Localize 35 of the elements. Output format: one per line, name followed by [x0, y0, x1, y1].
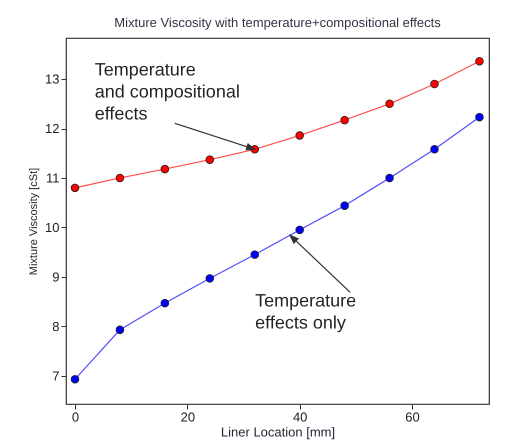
point: [430, 145, 439, 154]
point: [385, 174, 394, 182]
point: [206, 155, 214, 164]
point: [295, 226, 304, 234]
point: [70, 184, 80, 192]
y-tick-label: 8: [52, 318, 60, 334]
y-tick-label: 11: [46, 170, 60, 186]
x-tick-label: 0: [72, 410, 80, 424]
point: [70, 375, 80, 384]
x-tick-label: 40: [292, 410, 308, 424]
point: [475, 112, 484, 122]
point: [295, 131, 304, 140]
y-axis-title: Mixture Viscosity [cSt]: [28, 168, 40, 276]
annotation: Temperature and compositional effects: [94, 59, 240, 124]
y-tick-label: 13: [45, 72, 60, 87]
point: [160, 298, 170, 308]
y-tick-label: 12: [45, 121, 60, 136]
y-tick-label: 10: [45, 220, 60, 235]
point: [340, 201, 349, 210]
point: [160, 164, 170, 174]
annotation: Temperature effects only: [255, 290, 356, 332]
point: [340, 116, 349, 124]
y-tick-label: 9: [52, 269, 60, 284]
point: [385, 100, 394, 108]
point: [475, 56, 484, 66]
x-axis-title: Liner Location [mm]: [220, 424, 336, 440]
point: [116, 174, 124, 182]
x-tick-label: 20: [180, 410, 196, 424]
point: [116, 326, 124, 334]
point: [250, 250, 260, 259]
x-tick-label: 60: [405, 410, 420, 424]
point: [430, 80, 439, 88]
chart-title: Mixture Viscosity with temperature+compositional effects: [114, 15, 442, 30]
point: [206, 274, 214, 283]
y-tick-label: 7: [52, 368, 60, 384]
